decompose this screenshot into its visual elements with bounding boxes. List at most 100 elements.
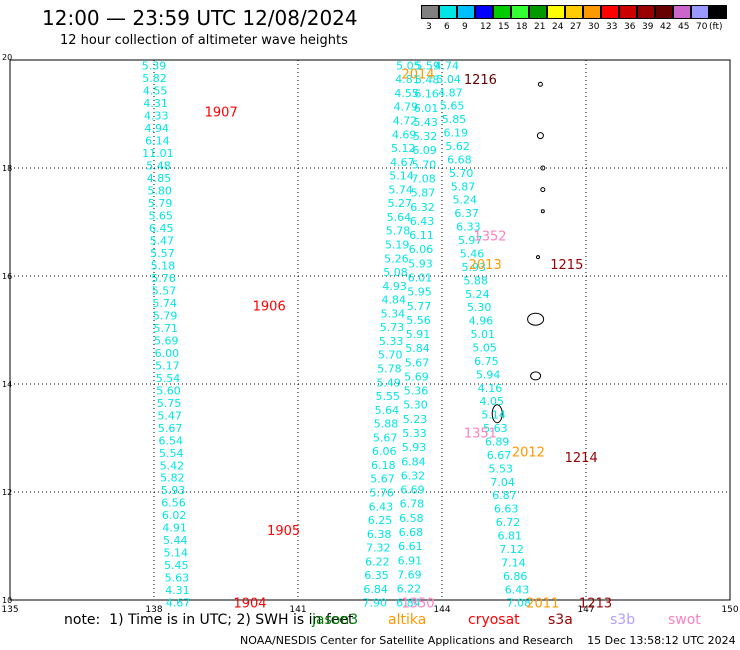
wave-height-value: 6.32 <box>410 201 435 214</box>
wave-height-value: 6.14 <box>145 134 170 147</box>
wave-height-value: 5.95 <box>407 286 432 299</box>
wave-height-value: 4.96 <box>469 315 494 328</box>
legend-label: 9 <box>462 22 468 32</box>
wave-height-value: 5.88 <box>374 418 399 431</box>
wave-height-value: 5.48 <box>415 74 440 87</box>
island-outline <box>540 209 545 214</box>
wave-height-value: 5.70 <box>412 158 437 171</box>
lon-tick-label: 141 <box>289 605 306 615</box>
wave-height-value: 5.57 <box>152 284 177 297</box>
wave-height-value: 6.06 <box>409 243 434 256</box>
wave-height-value: 4.93 <box>382 280 407 293</box>
pass-time-label: 1215 <box>550 258 583 273</box>
island-outline <box>540 165 546 171</box>
satellite-label-jason3: jason3 <box>312 612 359 628</box>
wave-height-value: 5.70 <box>449 167 474 180</box>
legend-swatch-36 <box>619 5 637 19</box>
footer-note: note: 1) Time is in UTC; 2) SWH is in fe… <box>64 612 354 628</box>
wave-height-value: 5.87 <box>411 187 436 200</box>
wave-height-value: 5.67 <box>373 431 398 444</box>
pass-time-label: 1213 <box>579 597 612 612</box>
wave-height-value: 5.17 <box>155 359 180 372</box>
wave-height-value: 6.33 <box>456 221 481 234</box>
wave-height-value: 5.76 <box>369 486 394 499</box>
wave-height-value: 5.88 <box>463 274 488 287</box>
wave-height-value: 6.78 <box>400 498 425 511</box>
satellite-label-s3a: s3a <box>548 612 573 628</box>
wave-height-value: 6.18 <box>371 459 396 472</box>
wave-height-value: 6.56 <box>161 497 186 510</box>
wave-height-value: 5.24 <box>465 288 490 301</box>
wave-height-value: 4.91 <box>162 522 187 535</box>
wave-height-value: 5.82 <box>160 472 185 485</box>
legend-label: 33 <box>606 22 618 32</box>
wave-height-value: 6.16 <box>414 88 439 101</box>
wave-height-value: 5.71 <box>153 322 178 335</box>
legend-label: 21 <box>534 22 546 32</box>
legend-swatch-70 <box>691 5 709 19</box>
wave-height-value: 5.80 <box>147 184 172 197</box>
wave-height-value: 5.79 <box>148 197 173 210</box>
pass-time-label: 1352 <box>473 230 506 245</box>
wave-height-value: 5.87 <box>451 180 476 193</box>
wave-height-value: 5.78 <box>377 362 402 375</box>
wave-height-value: 5.69 <box>404 370 429 383</box>
lat-tick-label: 16 <box>2 272 12 281</box>
wave-height-value: 5.94 <box>476 368 501 381</box>
wave-height-value: 6.67 <box>487 449 512 462</box>
wave-height-value: 6.86 <box>503 570 528 583</box>
wave-height-value: 5.54 <box>156 372 181 385</box>
pass-time-label: 2012 <box>512 446 545 461</box>
map-frame <box>9 59 731 601</box>
legend-label: 42 <box>660 22 672 32</box>
wave-height-value: 5.85 <box>442 113 467 126</box>
wave-height-value: 5.76 <box>151 272 176 285</box>
pass-time-label: 1214 <box>565 451 598 466</box>
wave-height-value: 5.93 <box>462 261 487 274</box>
wave-height-value: 5.65 <box>440 100 465 113</box>
wave-height-value: 5.77 <box>407 300 432 313</box>
wave-height-value: 4.81 <box>395 73 420 86</box>
wave-height-value: 5.43 <box>413 116 438 129</box>
wave-height-value: 4.31 <box>143 97 168 110</box>
legend-swatch-9 <box>457 5 475 19</box>
wave-height-value: 5.42 <box>160 459 185 472</box>
wave-height-value: 6.19 <box>444 127 469 140</box>
wave-height-value: 7.32 <box>366 542 391 555</box>
wave-height-value: 6.43 <box>410 215 435 228</box>
wave-height-value: 6.84 <box>396 597 421 610</box>
page-title: 12:00 — 23:59 UTC 12/08/2024 <box>42 6 358 30</box>
island-outline <box>536 255 540 260</box>
wave-height-value: 6.01 <box>414 102 439 115</box>
wave-height-value: 6.75 <box>474 355 499 368</box>
wave-height-value: 5.18 <box>151 259 176 272</box>
pass-time-label: 1904 <box>233 597 266 612</box>
wave-height-value: 6.81 <box>498 530 523 543</box>
wave-height-value: 5.34 <box>381 307 406 320</box>
legend-swatch-3 <box>421 5 439 19</box>
wave-height-value: 5.57 <box>150 247 175 260</box>
pass-time-label: 1906 <box>253 300 286 315</box>
wave-height-value: 5.65 <box>148 209 173 222</box>
wave-height-value: 5.56 <box>406 314 431 327</box>
lon-tick-label: 138 <box>145 605 162 615</box>
wave-height-value: 4.05 <box>480 395 505 408</box>
wave-height-value: 5.82 <box>142 72 167 85</box>
legend-swatch-18 <box>511 5 529 19</box>
legend-label: 36 <box>624 22 636 32</box>
wave-height-value: 5.24 <box>453 194 478 207</box>
wave-height-value: 4.72 <box>393 115 418 128</box>
wave-height-value: 5.84 <box>405 342 430 355</box>
legend-label: 18 <box>516 22 528 32</box>
wave-height-value: 6.35 <box>364 569 389 582</box>
wave-height-value: 5.26 <box>384 252 409 265</box>
wave-height-value: 4.85 <box>147 172 172 185</box>
wave-height-value: 7.69 <box>397 568 422 581</box>
wave-height-value: 5.69 <box>154 334 179 347</box>
legend-label: 27 <box>570 22 582 32</box>
wave-height-value: 5.70 <box>378 349 403 362</box>
wave-height-value: 5.05 <box>472 341 497 354</box>
wave-height-value: 5.93 <box>161 484 186 497</box>
legend-label: 24 <box>552 22 564 32</box>
wave-height-value: 6.87 <box>492 489 517 502</box>
